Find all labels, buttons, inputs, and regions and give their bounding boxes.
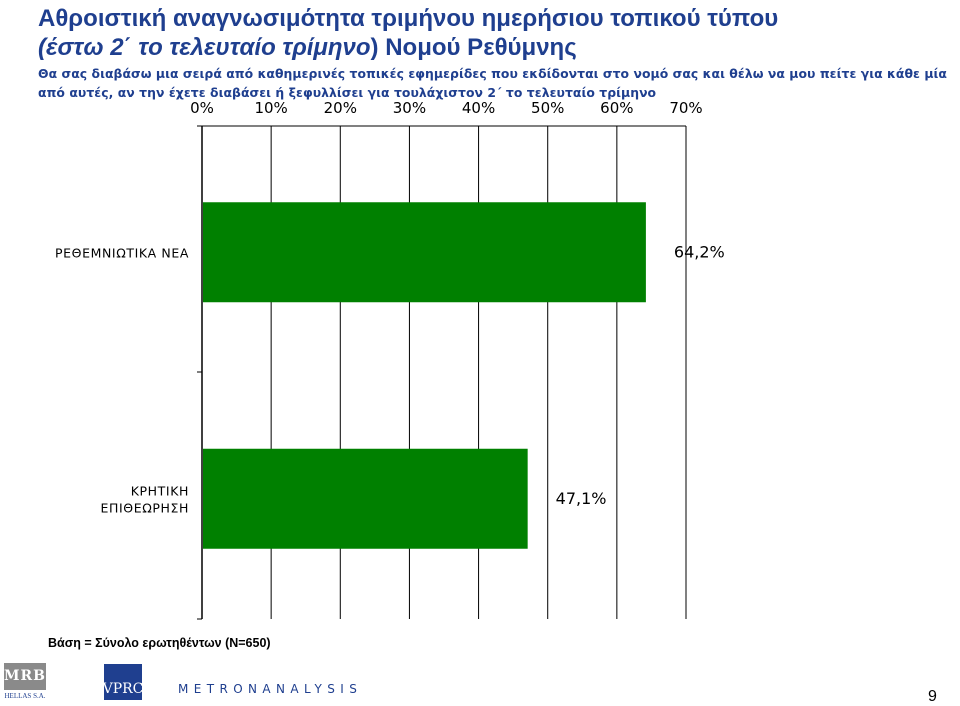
x-tick-label: 30% — [393, 99, 426, 117]
data-label: 47,1% — [556, 489, 607, 508]
bar — [203, 448, 528, 549]
mrb-logo-sub: HELLAS S.A. — [4, 692, 46, 700]
vprc-logo: VPRC — [103, 664, 143, 700]
title-line-2: (έστω 2΄ το τελευταίο τρίμηνο) Νομού Ρεθ… — [38, 33, 953, 62]
x-tick-label: 40% — [462, 99, 495, 117]
bar — [203, 202, 646, 303]
x-tick-label: 0% — [190, 99, 214, 117]
category-label: ΚΡΗΤΙΚΗ — [131, 483, 189, 498]
data-label: 64,2% — [674, 242, 725, 261]
mrb-logo: MRB HELLAS S.A. — [4, 663, 46, 703]
category-label: ΡΕΘΕΜΝΙΩΤΙΚΑ ΝΕΑ — [55, 245, 189, 260]
title-line-2-rest: ) Νομού Ρεθύμνης — [370, 34, 577, 61]
x-tick-label: 70% — [669, 99, 702, 117]
x-tick-label: 10% — [254, 99, 287, 117]
question-text: Θα σας διαβάσω μια σειρά από καθημερινές… — [38, 66, 947, 100]
x-tick-label: 50% — [531, 99, 564, 117]
title-line-2-italic: (έστω 2΄ το τελευταίο τρίμηνο — [38, 34, 371, 61]
metron-analysis-logo: METRONANALYSIS — [178, 682, 363, 696]
slide-title: Αθροιστική αναγνωσιμότητα τριμήνου ημερή… — [38, 4, 953, 62]
page-number: 9 — [928, 688, 937, 705]
x-tick-label: 60% — [600, 99, 633, 117]
x-tick-label: 20% — [324, 99, 357, 117]
base-note: Βάση = Σύνολο ερωτηθέντων (N=650) — [48, 636, 271, 650]
category-label: ΕΠΙΘΕΩΡΗΣΗ — [100, 500, 189, 515]
mrb-logo-mark: MRB — [4, 663, 46, 690]
title-line-1: Αθροιστική αναγνωσιμότητα τριμήνου ημερή… — [38, 5, 779, 32]
